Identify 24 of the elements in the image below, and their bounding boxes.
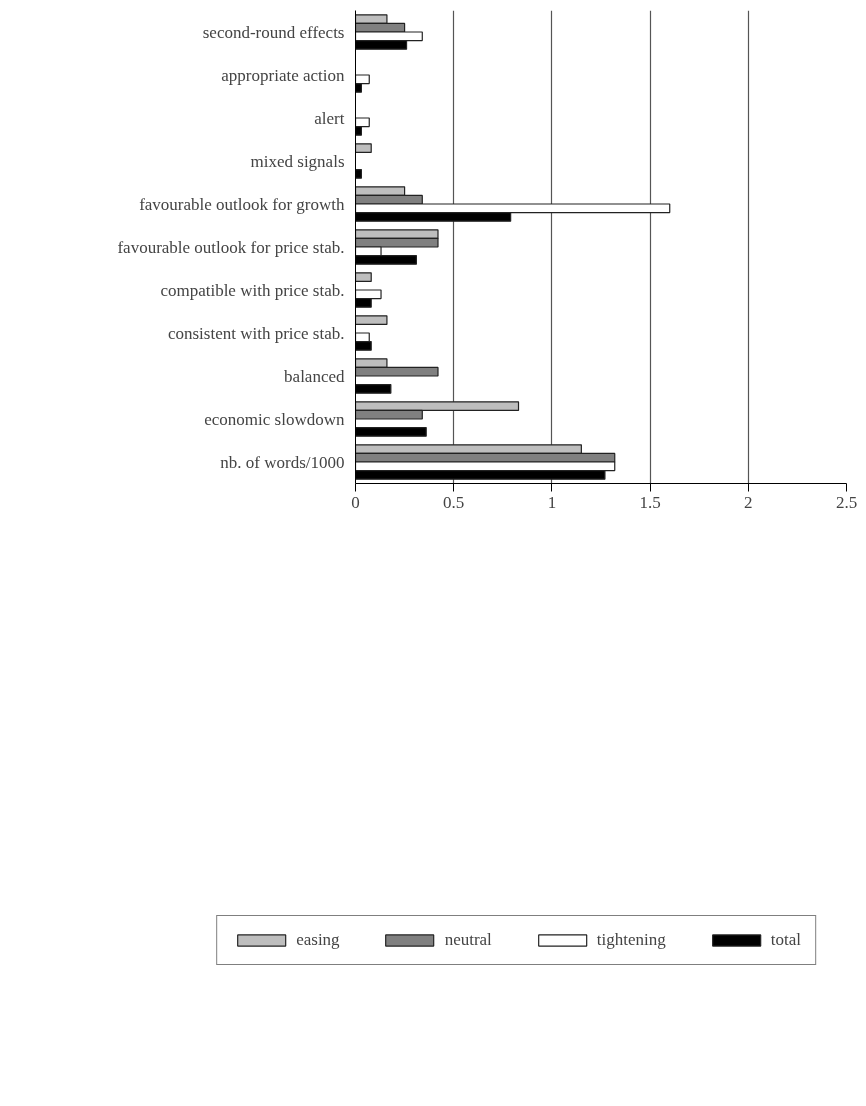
y-tick-label: appropriate action: [221, 65, 345, 85]
bar: [355, 315, 388, 325]
y-tick-label: favourable outlook for growth: [139, 194, 345, 214]
legend-label: tightening: [596, 930, 666, 950]
bar: [355, 272, 372, 282]
y-tick-label: nb. of words/1000: [220, 452, 345, 472]
y-tick-label: economic slowdown: [204, 409, 345, 429]
y-tick-label: favourable outlook for price stab.: [117, 237, 345, 257]
legend-label: easing: [296, 930, 340, 950]
x-tick-label: 1.5: [639, 492, 661, 512]
x-tick-label: 1: [547, 492, 557, 512]
legend-label: total: [770, 930, 801, 950]
x-tick-label: 2.5: [835, 492, 858, 512]
legend-label: neutral: [444, 930, 492, 950]
y-tick-label: mixed signals: [250, 151, 345, 171]
x-tick-label: 2: [744, 492, 753, 512]
y-tick-label: compatible with price stab.: [160, 280, 345, 300]
y-tick-label: consistent with price stab.: [167, 323, 345, 343]
bar: [355, 143, 372, 153]
y-tick-label: alert: [314, 108, 345, 128]
y-tick-label: balanced: [284, 366, 345, 386]
y-tick-label: second-round effects: [202, 22, 345, 42]
x-tick-label: 0.5: [443, 492, 465, 512]
x-tick-label: 0: [351, 492, 360, 512]
